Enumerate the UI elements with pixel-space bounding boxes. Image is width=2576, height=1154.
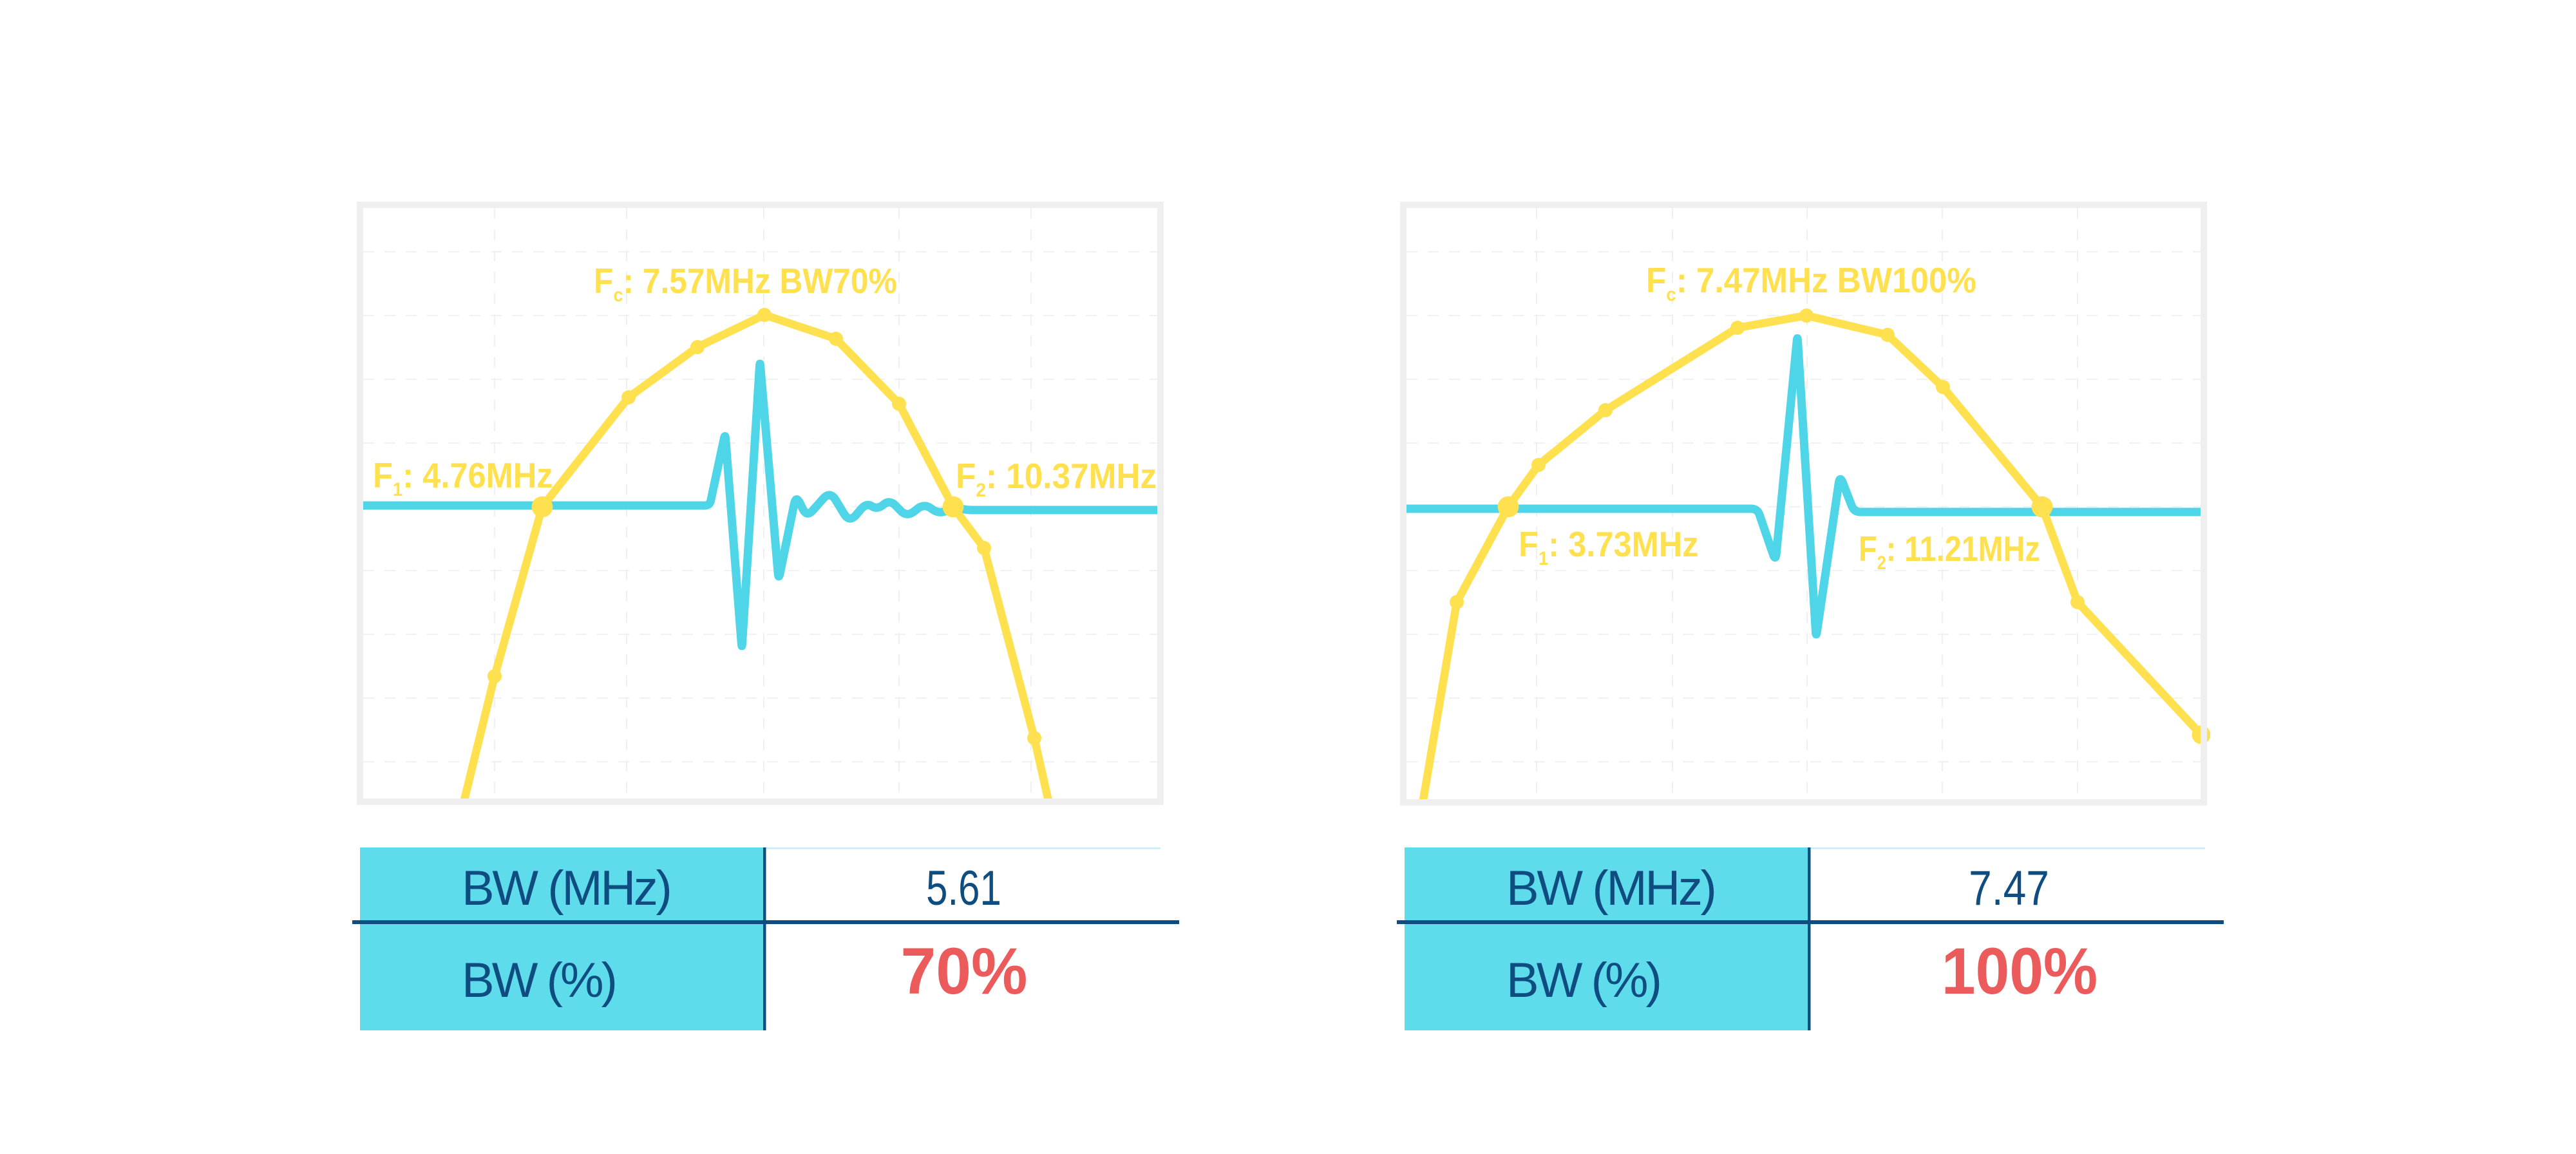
svg-text:F2: 10.37MHz: F2: 10.37MHz bbox=[956, 457, 1157, 501]
svg-text:F1: 3.73MHz: F1: 3.73MHz bbox=[1519, 525, 1699, 569]
svg-text:Fc: 7.57MHz BW70%: Fc: 7.57MHz BW70% bbox=[594, 262, 897, 307]
svg-text:5.61: 5.61 bbox=[926, 861, 1001, 915]
svg-text:7.47: 7.47 bbox=[1969, 860, 2049, 915]
svg-text:BW (%): BW (%) bbox=[1506, 953, 1660, 1008]
svg-text:70%: 70% bbox=[901, 934, 1028, 1008]
svg-text:BW (%): BW (%) bbox=[462, 953, 615, 1008]
svg-text:100%: 100% bbox=[1942, 934, 2098, 1008]
svg-text:F1: 4.76MHz: F1: 4.76MHz bbox=[373, 456, 553, 500]
svg-text:BW (MHz): BW (MHz) bbox=[1506, 861, 1714, 916]
svg-text:Fc: 7.47MHz BW100%: Fc: 7.47MHz BW100% bbox=[1646, 261, 1976, 305]
svg-text:BW (MHz): BW (MHz) bbox=[462, 861, 670, 916]
svg-text:F2: 11.21MHz: F2: 11.21MHz bbox=[1859, 529, 2040, 573]
